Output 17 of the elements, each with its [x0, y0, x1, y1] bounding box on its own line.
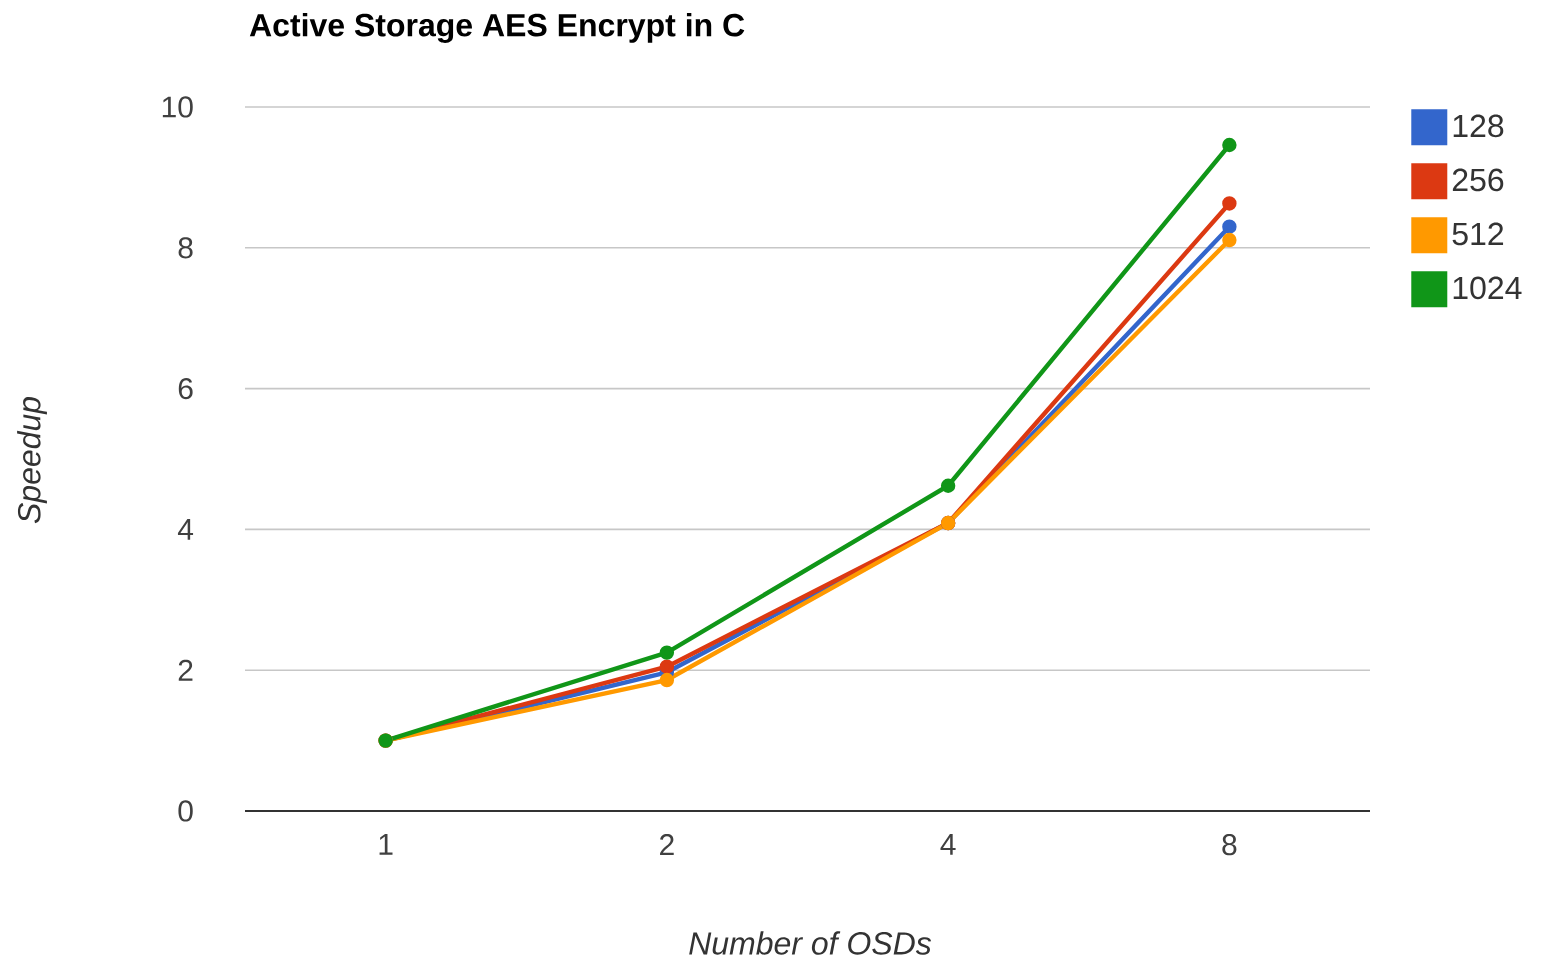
legend-label: 256 — [1452, 168, 1504, 192]
chart-title: Active Storage AES Encrypt in C — [249, 13, 745, 43]
y-tick-label: 10 — [162, 96, 193, 118]
y-tick-label: 6 — [178, 377, 193, 400]
legend-label: 1024 — [1453, 276, 1522, 300]
x-tick-label: 2 — [660, 834, 674, 855]
x-tick-label: 4 — [940, 834, 956, 855]
x-tick-label: 1 — [379, 834, 393, 855]
y-tick-label: 0 — [178, 800, 193, 822]
x-tick-label: 8 — [1222, 834, 1237, 856]
y-axis-title: Speedup — [17, 397, 47, 524]
y-tick-label: 4 — [177, 519, 194, 540]
y-tick-label: 2 — [178, 659, 193, 681]
x-axis-title: Number of OSDs — [689, 931, 932, 955]
y-tick-label: 8 — [178, 237, 193, 259]
legend-label: 128 — [1453, 114, 1504, 138]
legend-label: 512 — [1452, 222, 1504, 246]
